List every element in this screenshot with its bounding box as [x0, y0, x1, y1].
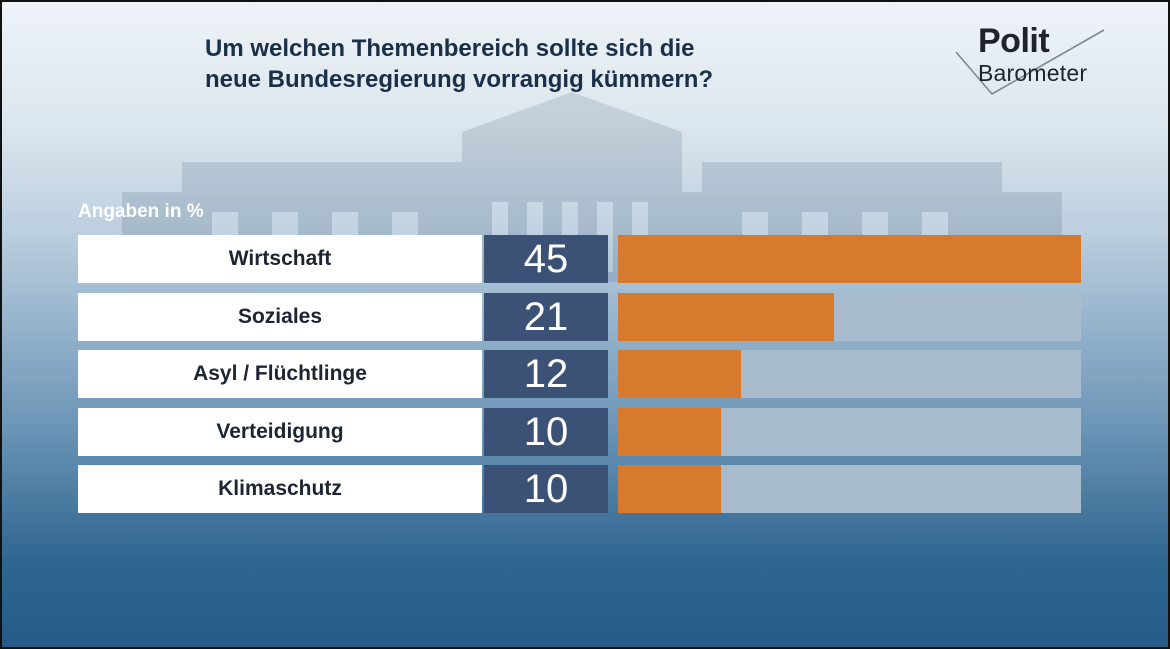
bar-track [618, 292, 1081, 341]
data-label: 10 [484, 465, 608, 513]
category-label: Wirtschaft [78, 235, 482, 283]
bar-row: Verteidigung 10 [78, 407, 1081, 456]
chart-title-line-2: neue Bundesregierung vorrangig kümmern? [205, 66, 714, 93]
unit-label: Angaben in % [78, 201, 204, 222]
bar-row: Klimaschutz 10 [78, 465, 1081, 513]
bar-track [618, 350, 1081, 398]
bar [618, 350, 741, 398]
bar [618, 235, 1081, 283]
data-label: 10 [484, 407, 608, 456]
chart-title: Um welchen Themenbereich sollte sich die… [205, 33, 925, 95]
data-label: 21 [484, 292, 608, 341]
category-label: Soziales [78, 292, 482, 341]
logo-text-polit: Polit [978, 22, 1050, 60]
logo-text-barometer: Barometer [978, 60, 1088, 86]
checkmark-icon [955, 29, 1105, 96]
bar-row: Soziales 21 [78, 292, 1081, 341]
bar-row: Wirtschaft 45 [78, 235, 1081, 283]
bar-track [618, 235, 1081, 283]
category-label: Klimaschutz [78, 465, 482, 513]
bar [618, 292, 834, 341]
bar [618, 407, 721, 456]
data-label: 45 [484, 235, 608, 283]
bar-track [618, 465, 1081, 513]
bar [618, 465, 721, 513]
chart-title-line-1: Um welchen Themenbereich sollte sich die [205, 35, 695, 62]
category-label: Asyl / Flüchtlinge [78, 350, 482, 398]
politbarometer-logo: Polit Barometer [952, 22, 1108, 96]
bar-row: Asyl / Flüchtlinge 12 [78, 350, 1081, 398]
category-label: Verteidigung [78, 407, 482, 456]
data-label: 12 [484, 350, 608, 398]
bar-track [618, 407, 1081, 456]
